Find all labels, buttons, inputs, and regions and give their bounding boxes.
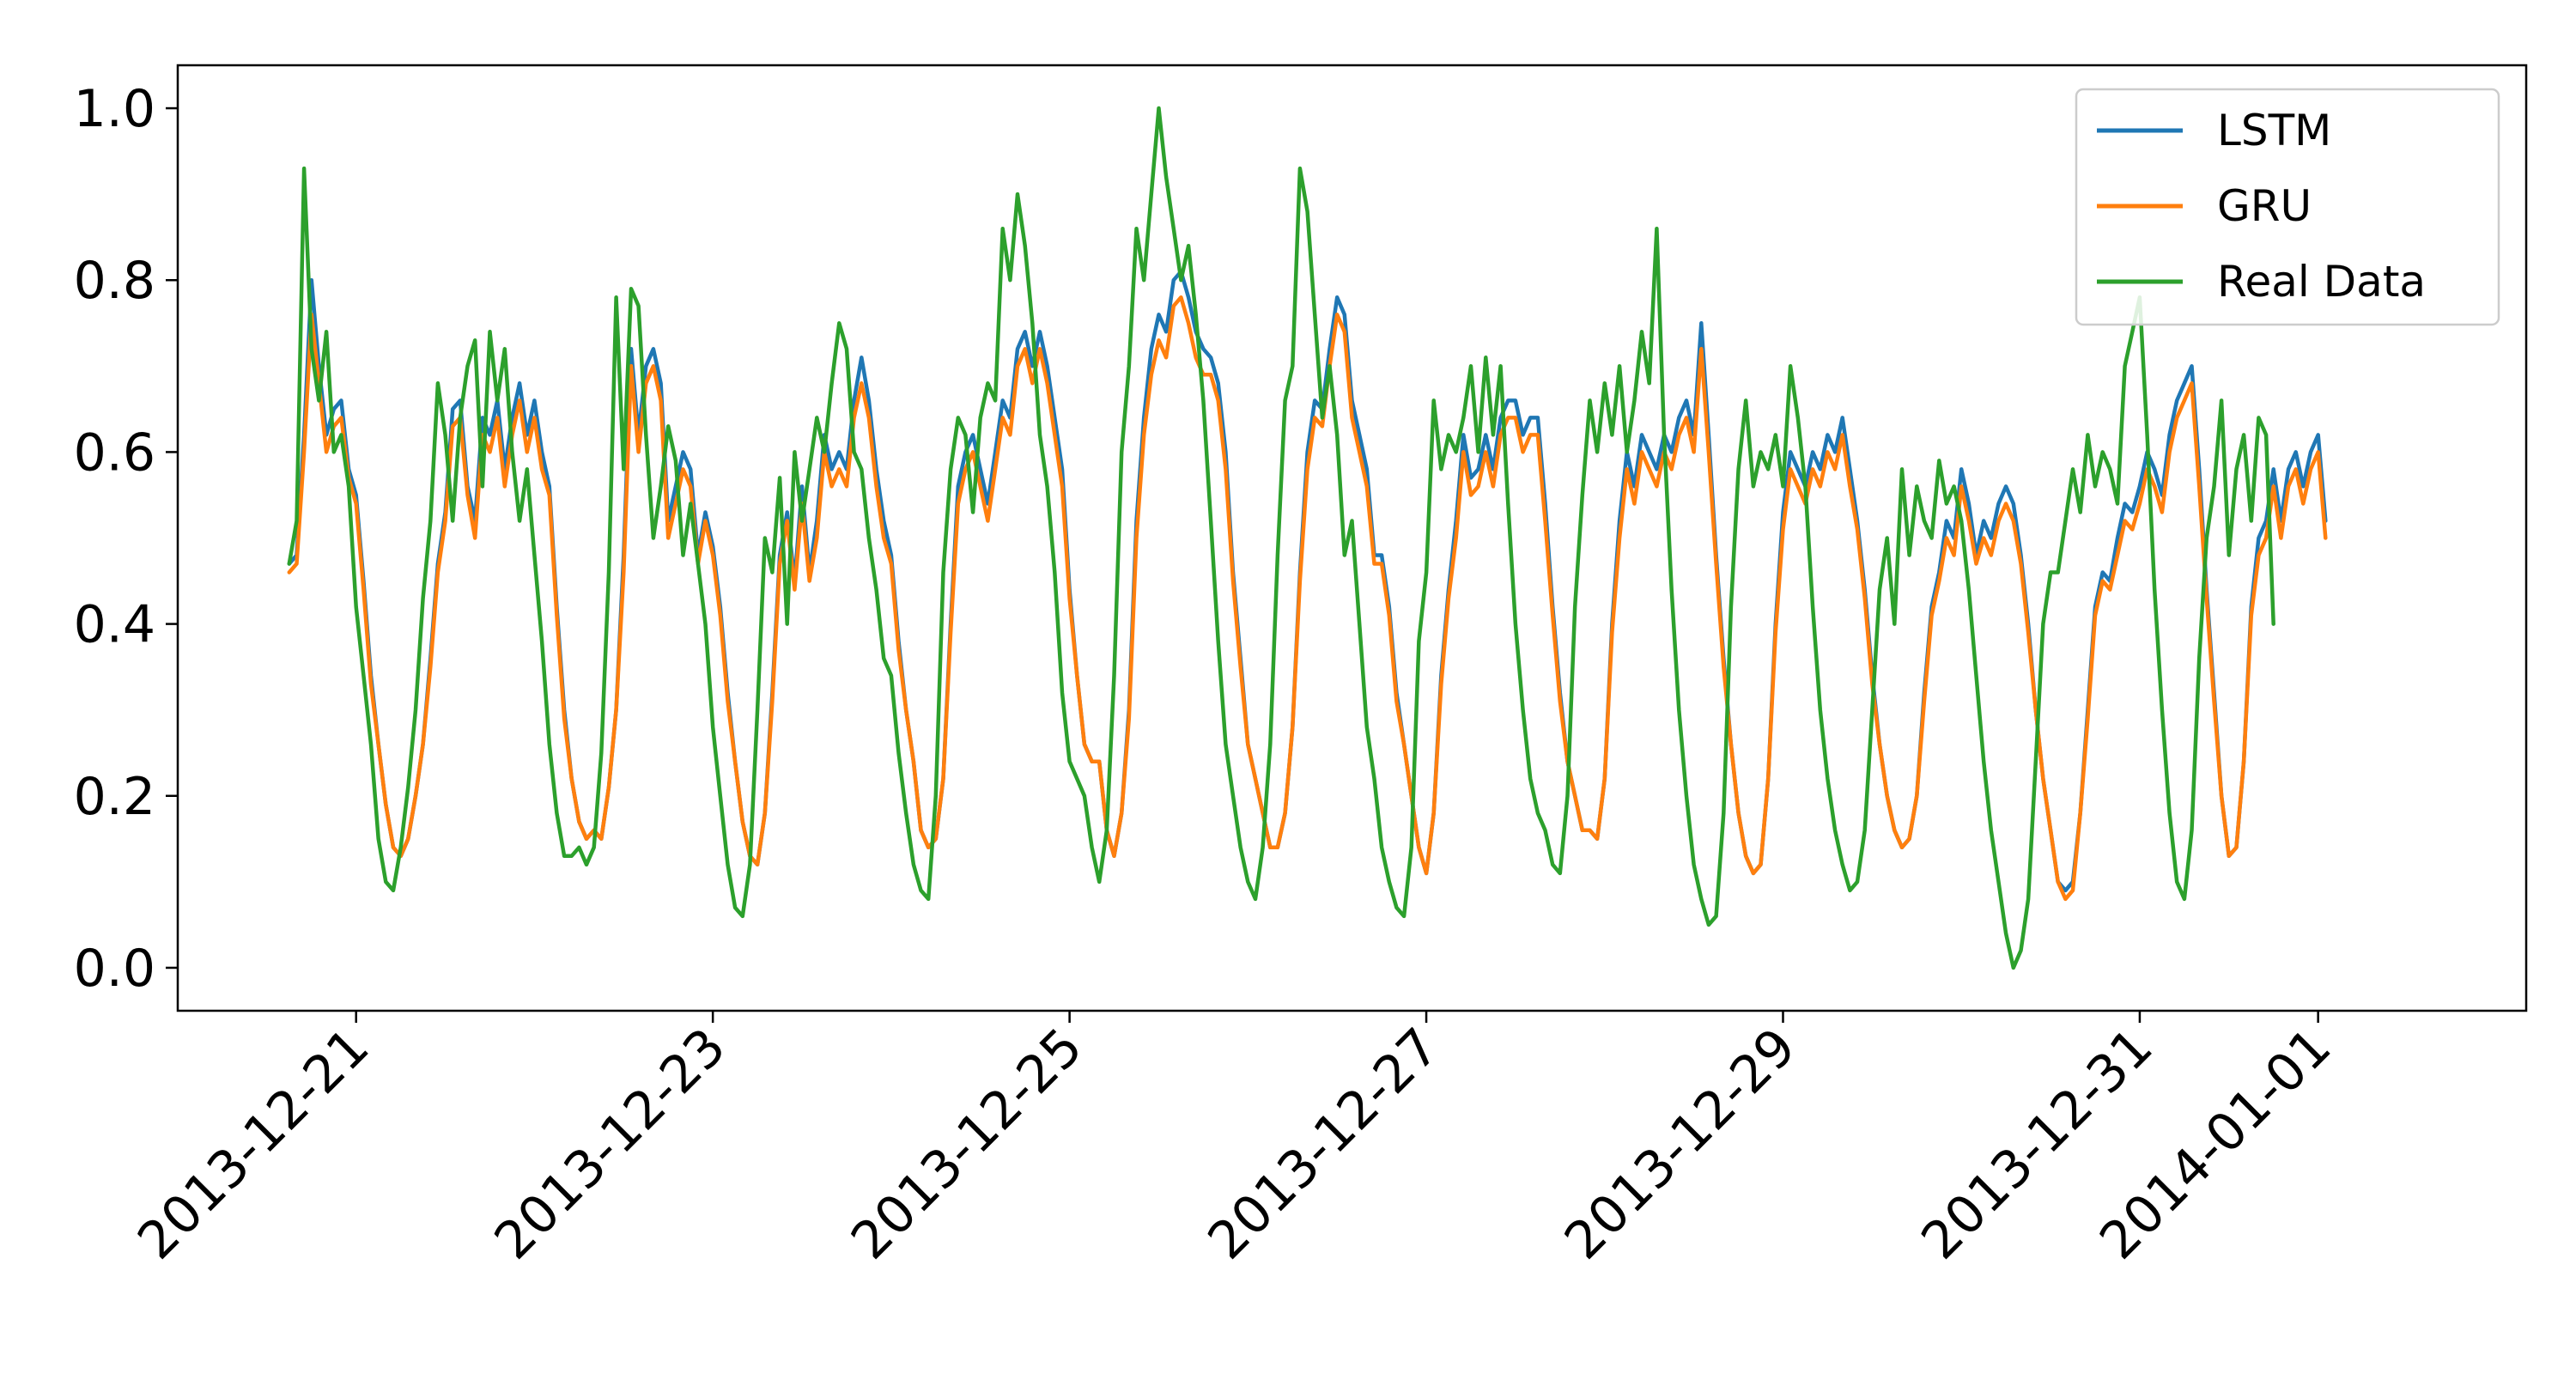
x-tick-label: 2013-12-23 <box>483 1017 738 1271</box>
legend: LSTM GRU Real Data <box>2075 88 2500 326</box>
legend-label: GRU <box>2217 181 2312 231</box>
x-tick-label: 2013-12-25 <box>840 1017 1094 1271</box>
x-tick-label: 2013-12-29 <box>1553 1017 1807 1271</box>
y-tick-label: 0.0 <box>74 939 155 999</box>
series-line-lstm <box>287 269 2328 893</box>
series-line-real-data <box>287 106 2275 970</box>
y-tick-label: 0.2 <box>74 767 155 827</box>
y-tick-label: 0.6 <box>74 423 155 483</box>
legend-box <box>2075 88 2500 326</box>
y-tick-label: 1.0 <box>74 79 155 139</box>
plot-frame <box>176 64 2528 1012</box>
legend-label: LSTM <box>2217 106 2331 155</box>
y-tick-label: 0.8 <box>74 251 155 311</box>
x-tick-label: 2013-12-21 <box>126 1017 380 1271</box>
series-layer <box>287 106 2328 970</box>
x-axis: 2013-12-21 2013-12-23 2013-12-25 2013-12-27… <box>126 1011 2342 1271</box>
series-line-gru <box>287 295 2328 902</box>
y-tick-label: 0.4 <box>74 595 155 655</box>
x-tick-label: 2013-12-27 <box>1197 1017 1451 1271</box>
legend-label: Real Data <box>2217 257 2426 307</box>
y-axis: 0.0 0.2 0.4 0.6 0.8 1.0 <box>74 79 178 999</box>
